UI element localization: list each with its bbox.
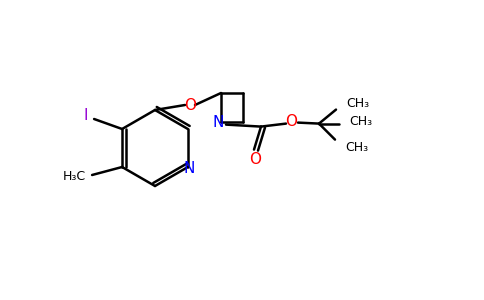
Text: I: I xyxy=(84,109,89,124)
Text: O: O xyxy=(249,152,261,167)
Text: CH₃: CH₃ xyxy=(346,97,369,110)
Text: O: O xyxy=(285,114,297,129)
Text: N: N xyxy=(212,115,224,130)
Text: H₃C: H₃C xyxy=(62,169,86,182)
Text: CH₃: CH₃ xyxy=(345,141,368,154)
Text: CH₃: CH₃ xyxy=(349,115,372,128)
Text: N: N xyxy=(183,160,195,175)
Text: O: O xyxy=(184,98,196,112)
